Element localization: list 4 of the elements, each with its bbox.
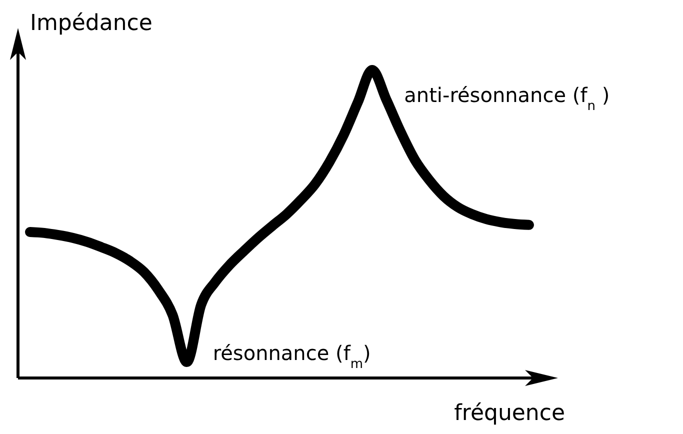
y-axis-title: Impédance bbox=[30, 11, 152, 36]
annotation: résonnance (f$_{m}$) bbox=[212, 340, 371, 372]
x-axis-title: fréquence bbox=[454, 401, 565, 426]
annotation: anti-résonnance (f$_{n}$ ) bbox=[404, 83, 610, 114]
